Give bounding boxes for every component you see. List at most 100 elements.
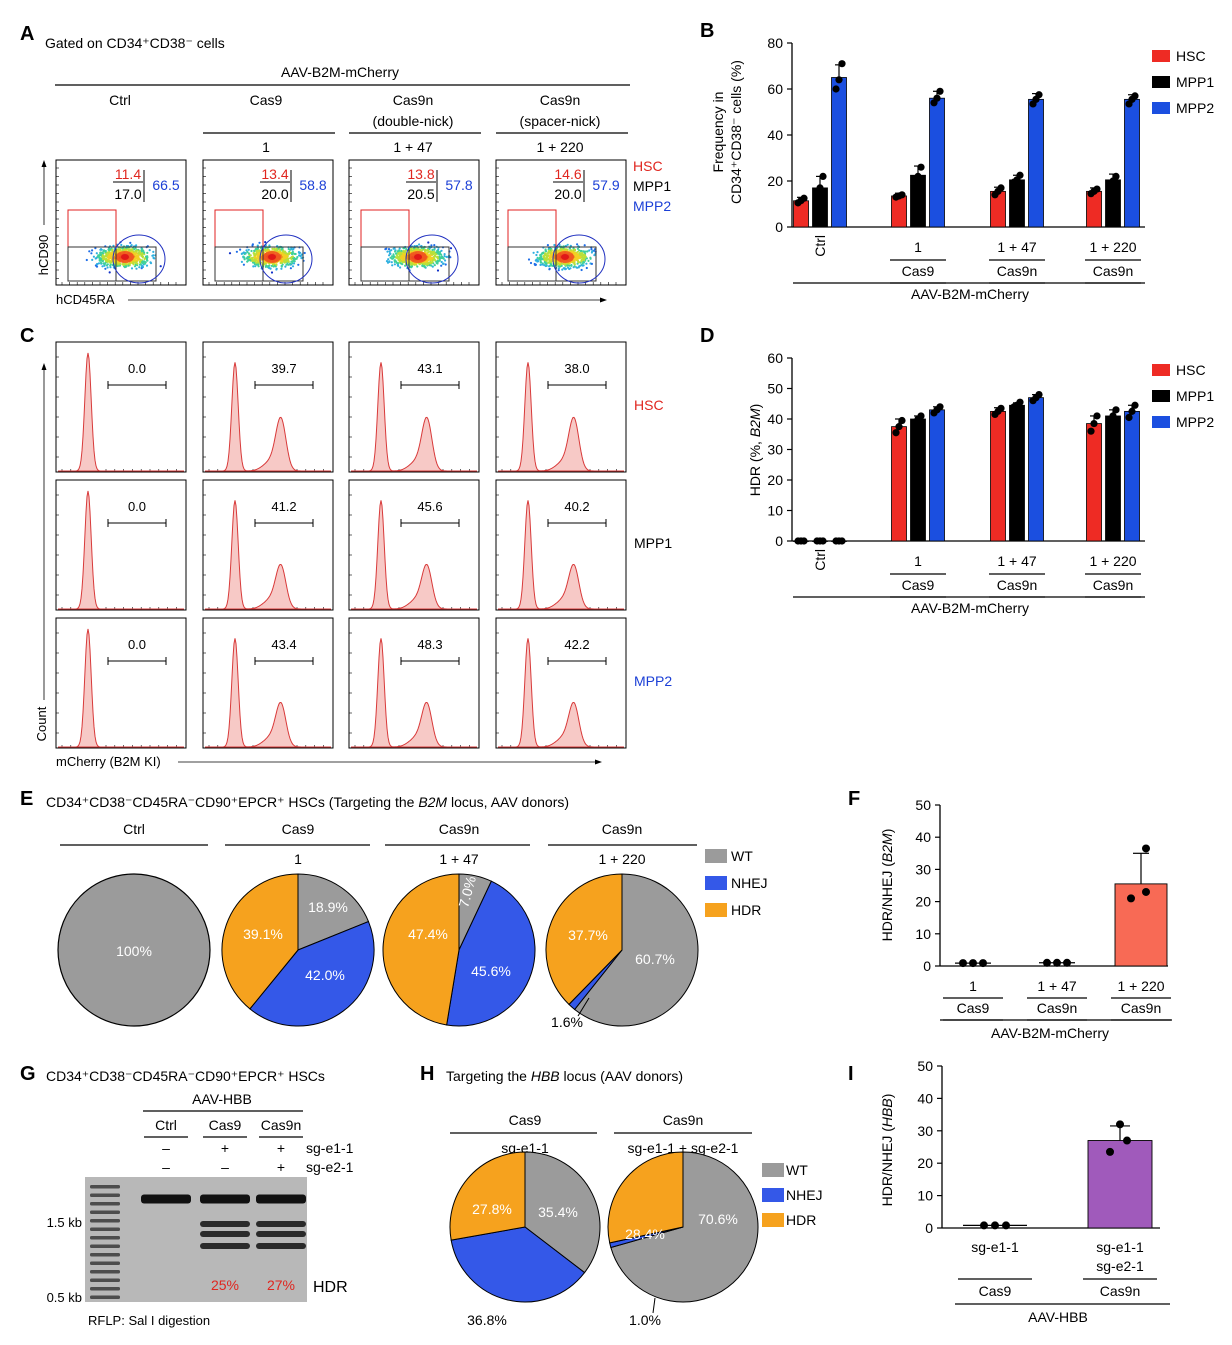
bar-mpp2	[1124, 410, 1140, 542]
axis-arrow	[595, 759, 602, 765]
pie-slice-hdr	[607, 1151, 684, 1244]
flow-dot	[111, 248, 114, 251]
data-point	[832, 85, 840, 93]
gel-sg1-sign: +	[277, 1140, 285, 1156]
flow-dot	[291, 248, 294, 251]
flow-dot	[549, 254, 552, 258]
flow-dot	[146, 251, 149, 254]
flow-dot	[286, 255, 289, 258]
flow-dot	[136, 262, 139, 265]
flow-dot	[283, 255, 287, 258]
flow-dot	[398, 254, 401, 257]
flow-dot	[436, 250, 439, 253]
flow-dot	[127, 248, 130, 251]
x-label-combo: 1 + 47	[997, 239, 1037, 255]
histogram-frame	[348, 479, 480, 611]
flow-dot	[392, 247, 395, 250]
flow-dot	[101, 254, 104, 257]
flow-dot	[99, 261, 103, 264]
gel-sg1-label: sg-e1-1	[306, 1140, 354, 1156]
hsc-gate-value: 14.6	[554, 166, 581, 182]
data-point	[991, 1221, 999, 1230]
flow-dot	[245, 257, 248, 260]
flow-dot	[247, 258, 250, 261]
flow-dot	[265, 264, 268, 267]
legend-label: MPP2	[1176, 100, 1214, 116]
flow-dot	[586, 250, 589, 253]
flow-dot	[283, 251, 286, 254]
histogram-trace	[351, 362, 477, 472]
flow-dot	[289, 262, 292, 265]
bar-hsc	[891, 426, 907, 542]
flow-dot	[295, 257, 298, 260]
flow-dot	[539, 263, 542, 266]
flow-dot	[137, 252, 140, 255]
flow-dot	[584, 250, 587, 253]
gel-sg2-sign: –	[221, 1159, 229, 1175]
pie-slice-wt	[524, 1151, 601, 1274]
mpp2-gate-value: 57.8	[445, 177, 472, 193]
bar-mpp2	[1028, 98, 1044, 228]
flow-dot	[138, 266, 141, 269]
flow-dot	[571, 250, 574, 253]
flow-dot	[402, 258, 405, 261]
flow-dot	[255, 252, 258, 255]
flow-dot	[242, 251, 245, 254]
mpp1-gate-value: 20.0	[554, 186, 581, 202]
histogram-trace	[205, 638, 331, 748]
pie-slice-hdr	[221, 873, 299, 1010]
flow-dot	[541, 263, 544, 266]
axis-arrow	[600, 297, 607, 303]
ladder-band	[90, 1295, 120, 1299]
data-point	[819, 537, 827, 545]
flow-dot	[256, 253, 260, 256]
flow-dot	[568, 247, 572, 250]
data-point	[813, 193, 821, 201]
flow-dot	[433, 244, 436, 247]
flow-dot	[579, 249, 582, 253]
bar-hsc	[1086, 190, 1102, 228]
flow-dot	[573, 263, 576, 266]
flow-dot	[253, 249, 256, 253]
flow-dot	[300, 257, 303, 260]
mpp2-gate-value: 66.5	[152, 177, 179, 193]
flow-dot	[543, 257, 546, 260]
y-tick-label: 60	[767, 81, 783, 97]
pie-label-wt: 7.0%	[455, 874, 479, 909]
data-point	[800, 194, 808, 202]
histogram-gate-value: 43.4	[271, 637, 296, 652]
panel-a-header: AAV-B2M-mCherry	[281, 64, 399, 80]
flow-dot	[583, 244, 586, 247]
flow-dot	[95, 252, 98, 255]
flow-dot	[128, 262, 132, 265]
flow-dot	[108, 271, 111, 274]
flow-dot	[109, 255, 112, 258]
ladder-band	[90, 1287, 120, 1291]
flow-dot	[557, 269, 560, 272]
flow-dot	[583, 256, 586, 259]
flow-dot	[252, 265, 255, 268]
gel-band	[200, 1221, 250, 1227]
panel-letter-e: E	[20, 788, 33, 810]
flow-dot	[143, 257, 146, 261]
flow-dot	[537, 260, 540, 263]
histogram-gate-value: 0.0	[128, 499, 146, 514]
flow-dot	[548, 259, 551, 262]
flow-dot	[135, 255, 138, 258]
flow-dot	[440, 260, 443, 264]
flow-dot	[388, 260, 391, 263]
bar-hsc	[891, 195, 907, 228]
flow-dot	[388, 254, 391, 257]
histogram-gate-value: 0.0	[128, 361, 146, 376]
data-point	[1112, 406, 1120, 414]
flow-dot	[242, 255, 245, 258]
flow-dot	[242, 263, 245, 266]
flow-dot	[246, 260, 249, 263]
flow-dot	[100, 248, 103, 251]
panel-c-row-label: MPP2	[634, 673, 672, 689]
pie-group-label: Cas9n	[439, 821, 479, 837]
ladder-band	[90, 1210, 120, 1214]
flow-dot	[556, 250, 559, 253]
flow-dot	[139, 261, 142, 264]
legend-label: MPP1	[1176, 74, 1214, 90]
